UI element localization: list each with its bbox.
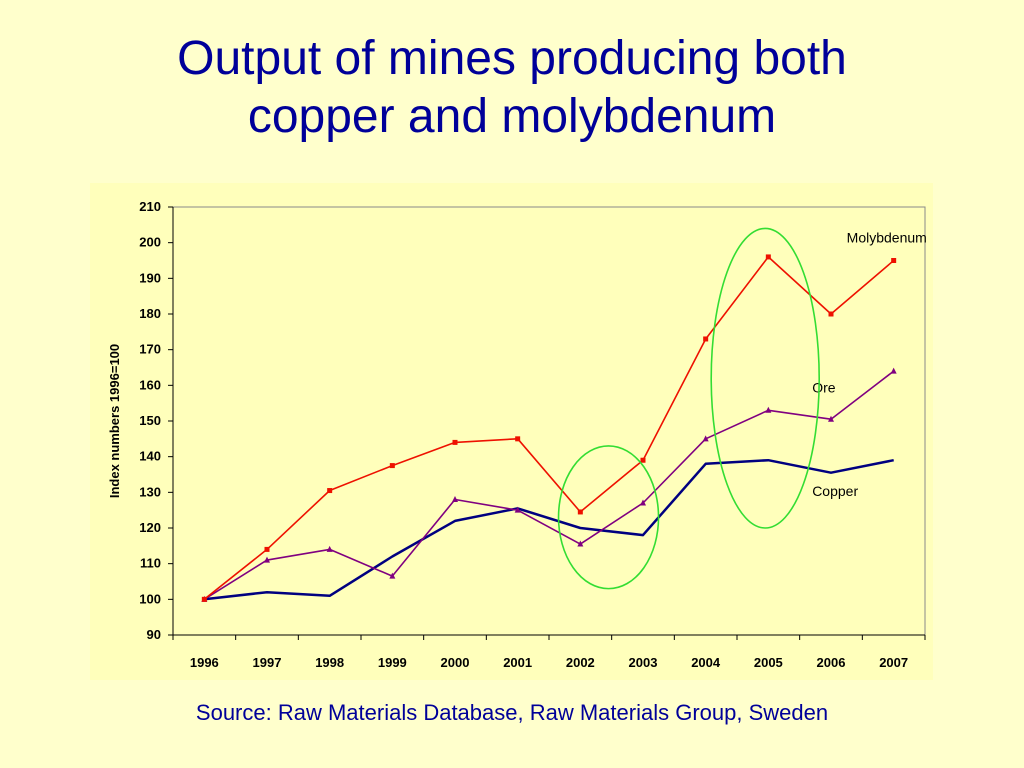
data-point-ore xyxy=(890,367,897,374)
x-tick-label: 2004 xyxy=(691,655,721,670)
x-tick-label: 2002 xyxy=(566,655,595,670)
y-tick-label: 150 xyxy=(139,413,161,428)
source-note: Source: Raw Materials Database, Raw Mate… xyxy=(195,700,829,725)
chart-panel: 90 100 110 120 130 140 150 160 170 180 190 200 210 19… xyxy=(90,183,933,680)
series-label-molybdenum: Molybdenum xyxy=(847,230,927,246)
data-point-molybdenum xyxy=(640,457,646,463)
data-point-ore xyxy=(828,415,834,422)
x-tick-label: 1998 xyxy=(315,655,344,670)
x-tick-label: 2000 xyxy=(441,655,470,670)
x-tick-label: 2006 xyxy=(817,655,846,670)
data-point-ore xyxy=(264,556,270,563)
y-axis-label: Index numbers 1996=100 xyxy=(107,344,122,498)
x-tick-label: 1996 xyxy=(190,655,219,670)
data-point-molybdenum xyxy=(891,258,897,263)
data-point-ore xyxy=(640,499,646,506)
data-point-molybdenum xyxy=(389,463,395,469)
y-tick-label: 120 xyxy=(139,520,161,535)
data-point-ore xyxy=(702,435,709,442)
data-point-molybdenum xyxy=(452,439,458,445)
data-point-ore xyxy=(389,572,396,579)
y-tick-label: 210 xyxy=(139,199,161,214)
y-tick-label: 190 xyxy=(139,270,161,285)
data-point-molybdenum xyxy=(703,336,709,342)
data-point-molybdenum xyxy=(765,254,771,260)
series-line-ore xyxy=(203,370,895,600)
x-tick-label: 2003 xyxy=(629,655,658,670)
y-tick-label: 100 xyxy=(139,591,161,606)
y-tick-label: 200 xyxy=(139,235,161,250)
data-point-molybdenum xyxy=(264,546,270,552)
x-tick-label: 2001 xyxy=(503,655,532,670)
x-tick-label: 2005 xyxy=(754,655,783,670)
plot-area-frame xyxy=(172,206,926,636)
y-tick-label: 110 xyxy=(140,556,161,571)
y-tick-label: 130 xyxy=(139,484,161,499)
y-tick-label: 90 xyxy=(147,627,161,642)
data-point-ore xyxy=(514,506,521,513)
data-point-molybdenum xyxy=(515,436,521,442)
data-point-ore xyxy=(765,406,772,413)
slide-title: Output of mines producing both copper an… xyxy=(0,30,1024,146)
data-point-ore xyxy=(577,540,584,547)
series-label-ore: Ore xyxy=(812,379,836,395)
y-tick-label: 180 xyxy=(139,306,161,321)
series-line-copper xyxy=(204,458,894,601)
series-label-copper: Copper xyxy=(812,483,858,499)
x-tick-label: 2007 xyxy=(879,655,908,670)
data-point-molybdenum xyxy=(577,509,583,515)
x-tick-label: 1997 xyxy=(253,655,282,670)
highlight-ellipse-1 xyxy=(557,445,660,590)
data-point-molybdenum xyxy=(327,488,333,494)
data-point-molybdenum xyxy=(828,311,834,317)
data-point-ore xyxy=(326,545,333,552)
title-line-2: copper and molybdenum xyxy=(247,90,777,143)
y-tick-label: 140 xyxy=(139,449,161,464)
data-point-ore xyxy=(452,495,458,502)
x-tick-label: 1999 xyxy=(378,655,407,670)
y-tick-label: 160 xyxy=(139,377,161,392)
line-chart: 90 100 110 120 130 140 150 160 170 180 190 200 210 19… xyxy=(107,199,927,670)
y-tick-label: 170 xyxy=(139,342,161,357)
data-point-molybdenum xyxy=(201,596,207,602)
series-line-molybdenum xyxy=(203,256,895,600)
highlight-ellipse-2 xyxy=(710,227,821,529)
title-line-1: Output of mines producing both xyxy=(177,32,847,85)
